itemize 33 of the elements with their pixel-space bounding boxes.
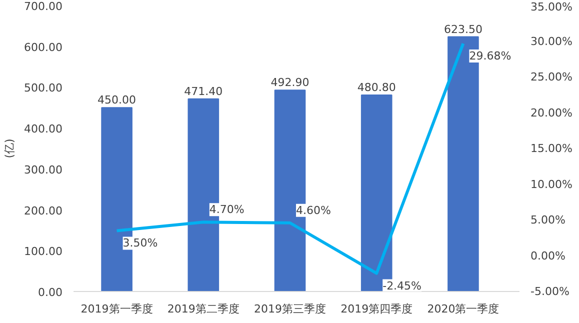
- y2-tick-label: 30.00%: [530, 34, 572, 48]
- data-label: 623.50: [444, 22, 482, 36]
- data-label: 4.70%: [209, 203, 244, 216]
- y2-tick-label: 10.00%: [530, 178, 572, 191]
- y-axis-title: (亿): [3, 138, 16, 158]
- data-label: 471.40: [184, 84, 223, 98]
- y-tick-label: 200.00: [24, 204, 63, 218]
- y2-tick-label: 5.00%: [530, 214, 566, 226]
- x-tick-label: 2019第四季度: [340, 302, 413, 316]
- y2-tick-label: 0.00%: [530, 249, 566, 262]
- y-tick-label: 0.00: [38, 286, 63, 299]
- data-label: 450.00: [98, 94, 136, 107]
- y-tick-label: 100.00: [24, 245, 63, 258]
- data-label: 480.80: [357, 81, 396, 94]
- x-tick-label: 2020第一季度: [427, 302, 500, 316]
- x-tick-label: 2019第一季度: [80, 302, 153, 316]
- y-tick-label: 500.00: [24, 82, 63, 95]
- y2-tick-label: 35.00%: [530, 0, 572, 14]
- y2-tick-label: 20.00%: [530, 106, 572, 120]
- data-label: 492.90: [270, 76, 310, 90]
- y-tick-label: 600.00: [24, 40, 63, 54]
- data-label: 3.50%: [122, 236, 158, 250]
- y2-tick-label: -5.00%: [530, 285, 570, 298]
- x-tick-label: 2019第三季度: [254, 302, 326, 316]
- y-tick-label: 700.00: [24, 0, 63, 13]
- y2-tick-label: 25.00%: [530, 70, 572, 84]
- y-tick-label: 400.00: [24, 122, 63, 136]
- data-label: 4.60%: [296, 204, 331, 217]
- x-tick-label: 2019第二季度: [167, 302, 240, 316]
- data-label: 29.68%: [469, 50, 512, 63]
- y2-tick-label: 15.00%: [530, 142, 572, 155]
- data-label: -2.45%: [382, 279, 422, 292]
- y-tick-label: 300.00: [24, 163, 63, 176]
